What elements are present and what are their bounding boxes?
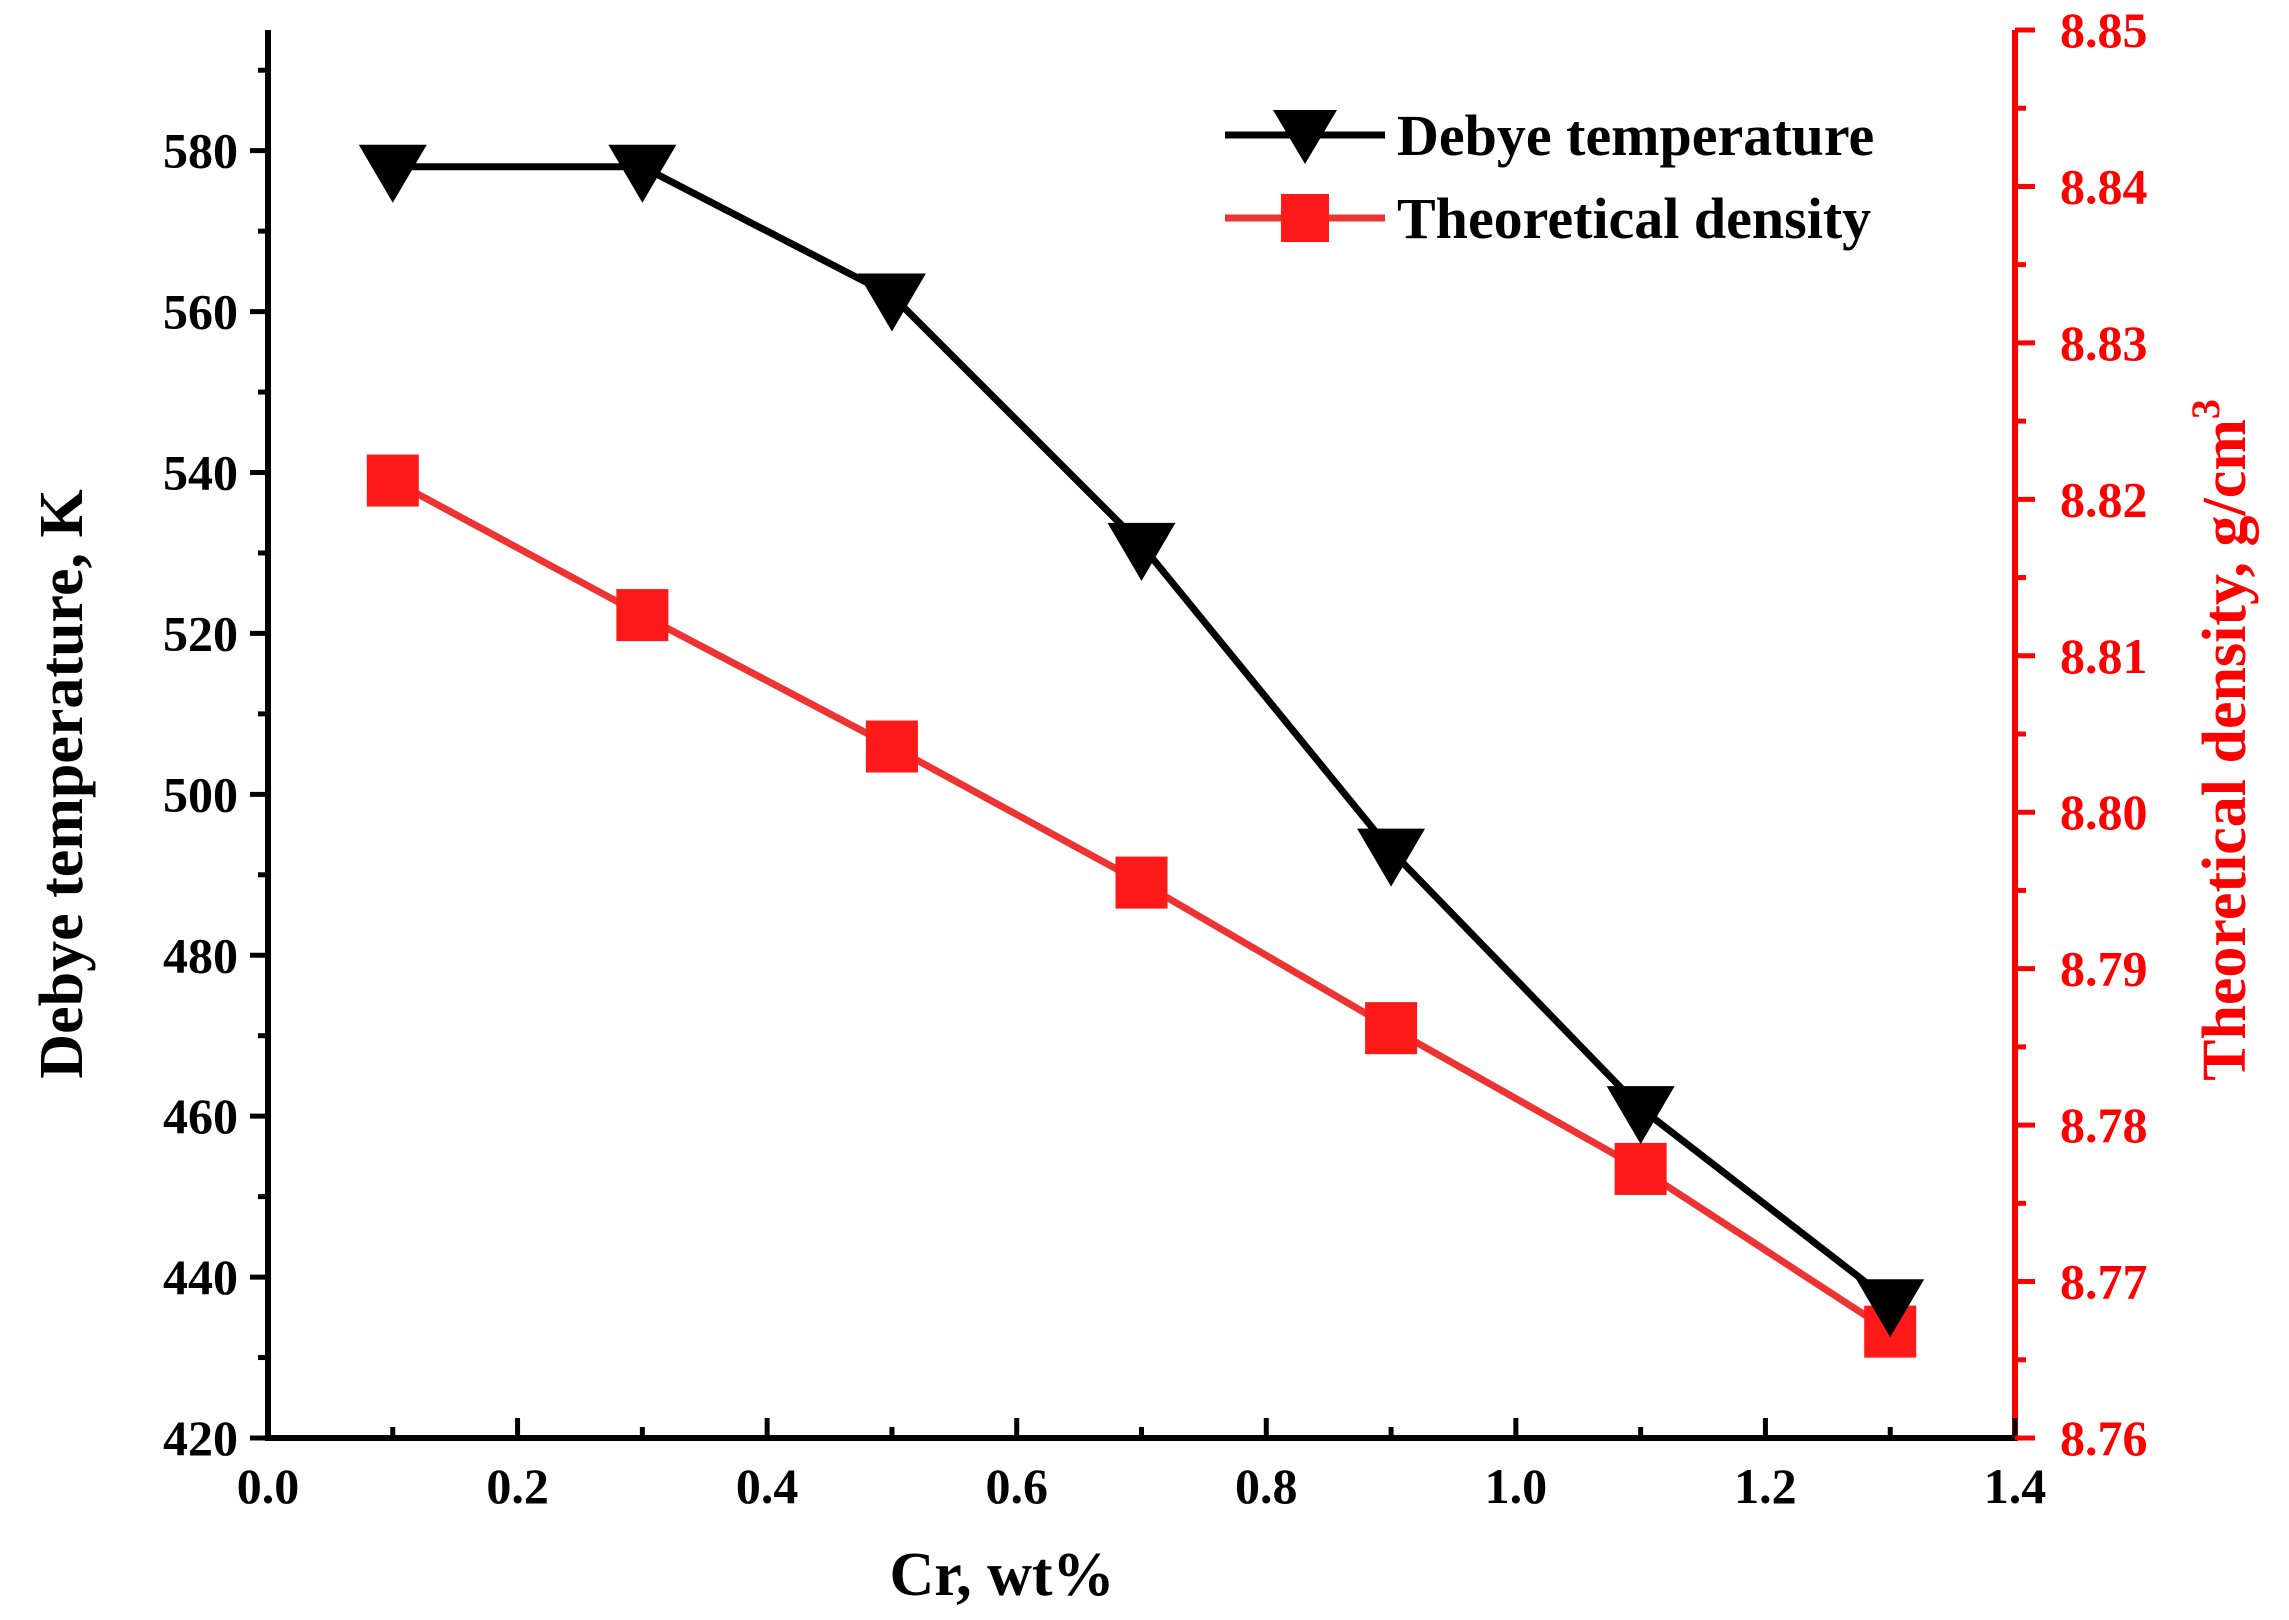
density-point [616,589,669,642]
y-tick-label-right: 8.80 [2060,784,2148,840]
y-tick-label-right: 8.78 [2060,1097,2148,1153]
legend-marker-density [1281,194,1329,242]
x-axis-title: Cr, wt% [889,1541,1114,1609]
y-tick-label-left: 420 [163,1410,238,1466]
debye-point [1107,522,1176,581]
y-axis-title-left: Debye temperature, K [28,489,96,1078]
y-tick-label-right: 8.79 [2060,941,2148,997]
y-tick-label-right: 8.84 [2060,158,2148,214]
series-layer [358,144,1925,1358]
legend-marker-debye [1273,110,1337,164]
x-tick-label: 0.6 [985,1458,1048,1514]
debye-point [1357,828,1426,887]
y-tick-label-left: 460 [163,1088,238,1144]
y-tick-label-right: 8.83 [2060,315,2148,371]
legend-label-debye: Debye temperature [1397,103,1874,168]
debye-point [1606,1086,1675,1145]
y-tick-label-right: 8.82 [2060,471,2148,527]
y-tick-label-left: 520 [163,605,238,661]
density-point [865,720,918,773]
y-tick-label-left: 540 [163,445,238,501]
y-tick-label-left: 580 [163,123,238,179]
x-tick-label: 0.0 [237,1458,300,1514]
y-tick-label-left: 440 [163,1249,238,1305]
y-tick-label-right: 8.76 [2060,1410,2148,1466]
debye-point [857,273,926,332]
y-axis-title-right-base: Theoretical density, g/cm [2191,419,2259,1081]
y-tick-label-left: 560 [163,284,238,340]
y-tick-label-right: 8.85 [2060,2,2148,58]
y-tick-label-left: 480 [163,927,238,983]
density-point [366,454,419,507]
y-axis-title-right-sup: 3 [2183,399,2228,419]
y-tick-label-left: 500 [163,766,238,822]
x-tick-label: 0.8 [1235,1458,1298,1514]
y-axis-title-right: Theoretical density, g/cm3 [2183,399,2259,1081]
y-tick-label-right: 8.77 [2060,1254,2148,1310]
legend: Debye temperature Theoretical density [1225,103,1874,251]
x-tick-label: 0.2 [486,1458,549,1514]
y-tick-label-right: 8.81 [2060,628,2148,684]
legend-label-density: Theoretical density [1397,186,1871,251]
debye-point [358,144,427,203]
x-tick-label: 0.4 [736,1458,799,1514]
debye-line [392,163,1893,1304]
axes-layer: 0.0 0.2 0.4 0.6 0.8 1.0 1.2 1.4 420 440 460 480 500 5… [163,2,2148,1514]
x-tick-label: 1.2 [1734,1458,1797,1514]
density-point [1614,1142,1667,1195]
x-tick-label: 1.0 [1485,1458,1548,1514]
x-tick-label: 1.4 [1984,1458,2047,1514]
y-axis-title-right-group: Theoretical density, g/cm3 [2183,399,2259,1081]
debye-point [608,144,677,203]
debye-point [1856,1279,1925,1338]
density-point [1115,856,1168,909]
density-point [1365,1002,1418,1055]
